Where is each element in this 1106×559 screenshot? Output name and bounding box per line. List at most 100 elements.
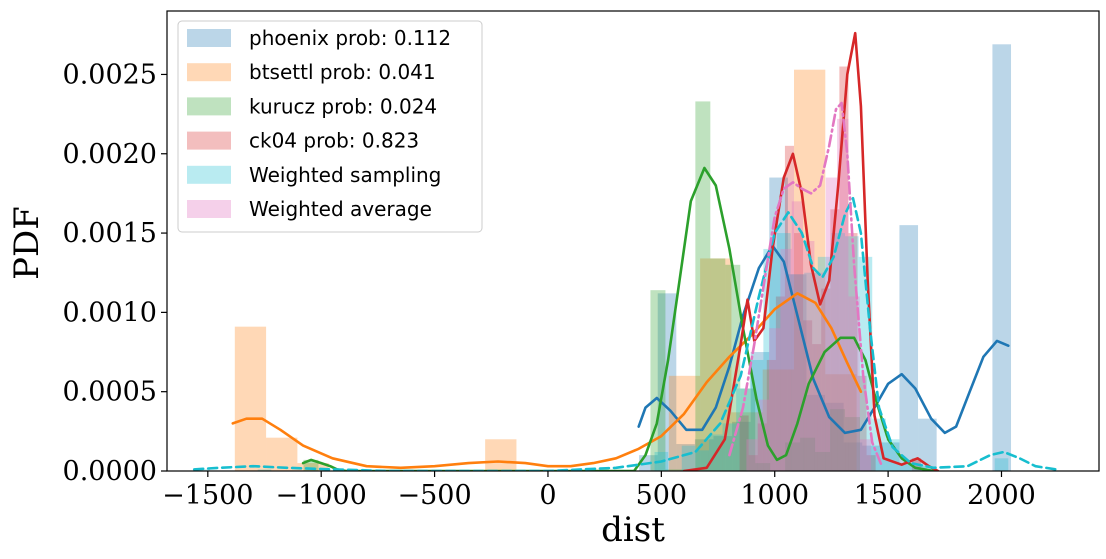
bar-s3-8 <box>812 344 822 471</box>
kde-line-3 <box>682 31 940 471</box>
bar-s2-12 <box>830 409 846 471</box>
bar-s5-3 <box>780 248 792 471</box>
bar-s0-4 <box>713 436 733 471</box>
plot-frame <box>166 10 1100 472</box>
y-tick-label: 0.0000 <box>63 456 157 487</box>
bar-s4-14 <box>831 233 846 471</box>
bar-s3-2 <box>757 423 767 471</box>
bar-s4-21 <box>994 458 1009 471</box>
x-axis: −1500 −1000 −500 0 500 1000 1500 2000 <box>162 471 1036 511</box>
bar-s5-2 <box>769 328 781 471</box>
legend: phoenix prob: 0.112 btsettl prob: 0.041 ku… <box>177 20 483 233</box>
legend-label-5: Weighted average <box>249 197 432 221</box>
bar-s1-3 <box>485 439 517 471</box>
y-axis-title: PDF <box>7 206 47 280</box>
bar-s1-2 <box>297 463 329 471</box>
bar-s4-1 <box>257 469 272 471</box>
bar-s2-7 <box>740 388 756 471</box>
bar-s3-6 <box>794 233 804 471</box>
bar-s0-15 <box>918 418 937 471</box>
bar-s3-1 <box>748 455 758 471</box>
bar-s4-15 <box>845 236 859 471</box>
bar-s2-2 <box>665 469 681 471</box>
y-tick-label: 0.0015 <box>63 218 157 249</box>
kde-line-5 <box>728 101 883 466</box>
kde-lines <box>192 31 1058 471</box>
legend-label-1: btsettl prob: 0.041 <box>249 60 436 84</box>
x-tick-label: 1500 <box>854 480 923 511</box>
bar-s4-3 <box>681 445 696 471</box>
x-tick-label: 0 <box>539 480 556 511</box>
bar-s1-9 <box>825 374 857 471</box>
bar-s0-11 <box>843 442 863 471</box>
y-tick-label: 0.0005 <box>63 377 157 408</box>
bar-s0-16 <box>992 44 1012 471</box>
bar-s0-14 <box>899 225 919 471</box>
bar-s0-9 <box>806 394 826 471</box>
bar-s5-7 <box>825 177 838 471</box>
bar-s5-6 <box>814 272 826 471</box>
bar-s5-0 <box>746 439 758 471</box>
bar-s1-1 <box>266 437 298 471</box>
kde-line-1 <box>231 292 863 470</box>
bar-s0-8 <box>787 274 807 471</box>
legend-label-0: phoenix prob: 0.112 <box>249 26 451 50</box>
bar-s3-12 <box>848 233 858 471</box>
bar-s5-9 <box>848 296 860 471</box>
bar-s2-10 <box>800 437 816 471</box>
bar-s3-4 <box>775 296 785 471</box>
bar-s5-4 <box>791 201 804 471</box>
legend-label-3: ck04 prob: 0.823 <box>249 129 419 153</box>
bar-s5-8 <box>837 118 849 471</box>
y-tick-label: 0.0025 <box>63 59 157 90</box>
legend-swatch-1 <box>187 63 231 82</box>
kde-line-4 <box>192 196 1058 471</box>
bar-s4-7 <box>736 388 750 471</box>
bar-s1-6 <box>731 412 763 471</box>
bar-s4-4 <box>695 450 709 471</box>
bar-s4-10 <box>776 233 791 471</box>
bar-s3-7 <box>803 320 813 471</box>
bar-s2-0 <box>303 459 319 471</box>
bar-s0-2 <box>676 444 695 471</box>
bar-s4-11 <box>790 274 805 471</box>
bar-s4-19 <box>899 463 914 471</box>
legend-swatch-0 <box>187 29 231 47</box>
bar-s3-14 <box>866 455 876 471</box>
bar-s1-7 <box>762 369 795 471</box>
bar-s0-7 <box>769 177 788 471</box>
bar-s2-1 <box>650 290 666 471</box>
bar-s2-11 <box>815 451 831 471</box>
x-tick-label: −500 <box>397 480 471 511</box>
x-tick-label: 1000 <box>740 480 809 511</box>
bar-s3-13 <box>857 375 867 471</box>
legend-label-4: Weighted sampling <box>249 163 441 187</box>
legend-swatch-2 <box>187 97 231 116</box>
bar-s2-4 <box>695 101 711 471</box>
bar-s3-5 <box>784 145 795 471</box>
y-tick-label: 0.0010 <box>63 297 157 328</box>
kde-line-0 <box>637 244 1010 435</box>
legend-swatch-4 <box>187 165 231 184</box>
bar-s3-11 <box>839 66 849 471</box>
bar-s3-10 <box>830 209 840 471</box>
bar-s1-8 <box>794 69 826 471</box>
bar-s5-10 <box>859 439 872 471</box>
x-tick-label: −1500 <box>162 480 253 511</box>
bar-s3-3 <box>766 359 776 471</box>
bar-s1-0 <box>234 326 267 471</box>
x-axis-title: dist <box>601 510 665 550</box>
legend-label-2: kurucz prob: 0.024 <box>249 94 437 118</box>
legend-swatch-3 <box>187 131 231 150</box>
bar-s3-0 <box>739 415 749 471</box>
bar-s3-9 <box>821 288 831 471</box>
bar-s5-1 <box>757 399 770 471</box>
bar-s0-12 <box>862 445 881 471</box>
x-tick-label: −1000 <box>276 480 367 511</box>
bar-s4-6 <box>722 423 737 471</box>
bar-s4-0 <box>196 469 211 471</box>
bar-s2-8 <box>755 463 771 471</box>
y-tick-label: 0.0020 <box>63 139 157 170</box>
x-tick-label: 500 <box>636 480 688 511</box>
x-tick-label: 2000 <box>967 480 1036 511</box>
